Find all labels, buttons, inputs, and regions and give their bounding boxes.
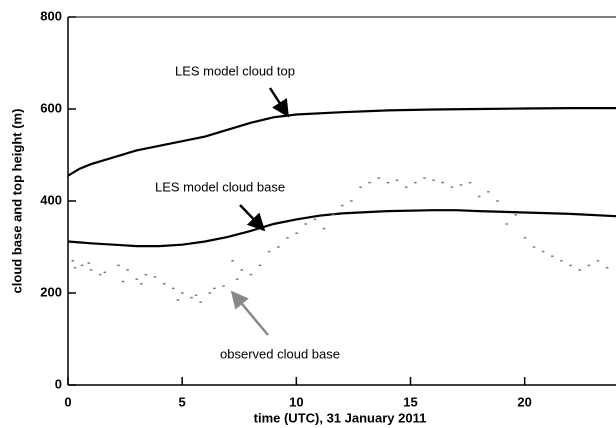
observed-point <box>213 287 216 290</box>
observed-point <box>126 269 129 271</box>
observed-point <box>172 287 175 290</box>
x-tick-label: 5 <box>179 394 186 409</box>
observed-point <box>235 278 239 280</box>
observed-point <box>258 264 262 267</box>
y-tick-label: 400 <box>40 192 62 207</box>
observed-point <box>98 273 102 276</box>
observed-point <box>103 271 107 274</box>
observed-point <box>359 186 362 188</box>
series-line <box>67 107 616 177</box>
observed-point <box>153 276 157 278</box>
observed-point <box>80 264 84 267</box>
observed-point <box>569 264 572 267</box>
observed-point <box>140 283 143 285</box>
observed-point <box>459 184 463 186</box>
series-annotation: observed cloud base <box>220 346 340 361</box>
observed-point <box>514 214 518 216</box>
observed-point <box>578 269 581 271</box>
observed-point <box>377 177 381 179</box>
y-tick-label: 0 <box>55 376 62 391</box>
observed-point <box>395 179 399 182</box>
observed-point <box>73 266 77 269</box>
x-tick-label: 0 <box>64 394 71 409</box>
observed-point <box>605 266 609 269</box>
observed-point <box>194 294 198 297</box>
y-tick-label: 600 <box>40 100 62 115</box>
observed-point <box>350 200 353 202</box>
observed-point <box>190 296 193 299</box>
series-annotation: LES model cloud top <box>175 63 295 78</box>
observed-point <box>551 255 554 257</box>
observed-point <box>423 177 426 179</box>
observed-point <box>313 218 317 221</box>
observed-point <box>441 181 444 184</box>
observed-point <box>404 186 408 188</box>
annotation-arrow <box>239 204 266 232</box>
observed-point <box>277 246 280 248</box>
x-axis-label: time (UTC), 31 January 2011 <box>254 410 427 425</box>
observed-point <box>304 223 307 225</box>
y-tick-label: 200 <box>40 284 62 299</box>
observed-point <box>208 292 212 294</box>
observed-point <box>450 186 454 188</box>
observed-point <box>176 299 180 301</box>
observed-point <box>596 260 600 262</box>
observed-point <box>267 250 271 253</box>
observed-point <box>249 273 253 276</box>
observed-point <box>144 273 148 276</box>
observed-point <box>523 237 527 239</box>
observed-point <box>87 262 91 264</box>
observed-point <box>121 280 125 283</box>
observed-point <box>505 223 508 225</box>
y-tick-label: 800 <box>40 8 62 23</box>
observed-point <box>71 260 75 262</box>
observed-point <box>322 227 326 230</box>
observed-point <box>496 200 499 202</box>
x-tick-label: 20 <box>517 394 531 409</box>
observed-point <box>199 301 202 303</box>
observed-point <box>295 232 298 234</box>
observed-point <box>541 250 545 253</box>
observed-point <box>414 181 417 184</box>
observed-point <box>135 278 138 280</box>
observed-point <box>181 292 184 294</box>
observed-point <box>478 195 481 198</box>
observed-point <box>341 204 344 207</box>
observed-point <box>222 285 225 287</box>
x-tick-label: 10 <box>289 394 303 409</box>
observed-point <box>386 181 390 184</box>
observed-point <box>368 181 371 184</box>
series-line <box>67 209 616 248</box>
observed-point <box>587 264 591 267</box>
annotation-arrow <box>230 290 269 336</box>
annotation-arrow <box>268 87 290 118</box>
observed-point <box>231 260 234 262</box>
observed-point <box>162 283 166 285</box>
observed-point <box>331 214 335 216</box>
observed-point <box>560 260 563 262</box>
observed-point <box>532 246 536 248</box>
series-annotation: LES model cloud base <box>155 179 285 194</box>
observed-point <box>240 269 244 271</box>
x-tick-label: 15 <box>403 394 417 409</box>
y-axis-label: cloud base and top height (m) <box>9 109 24 294</box>
observed-point <box>117 264 120 267</box>
observed-point <box>286 237 289 239</box>
observed-point <box>468 181 472 184</box>
observed-point <box>89 269 93 271</box>
observed-point <box>487 191 490 193</box>
observed-point <box>432 179 435 182</box>
